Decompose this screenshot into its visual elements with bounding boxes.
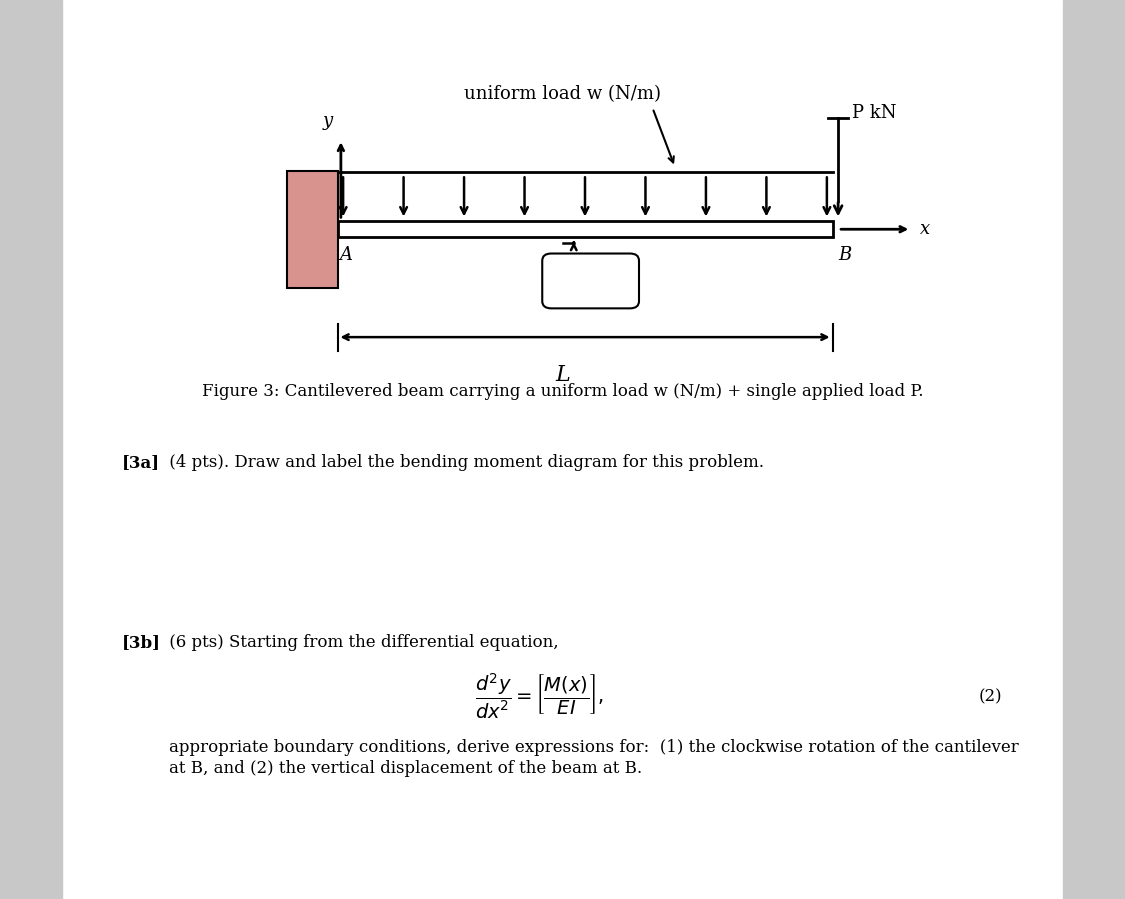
Text: (4 pts). Draw and label the bending moment diagram for this problem.: (4 pts). Draw and label the bending mome… [164,455,764,471]
Text: [3b]: [3b] [122,635,161,651]
Text: L: L [555,364,570,386]
Text: P kN: P kN [852,104,897,122]
Bar [0,0,62,899]
Text: (2): (2) [979,689,1002,705]
Text: uniform load w (N/m): uniform load w (N/m) [464,85,662,103]
FancyBboxPatch shape [542,254,639,308]
Text: Figure 3: Cantilevered beam carrying a uniform load w (N/m) + single applied loa: Figure 3: Cantilevered beam carrying a u… [201,383,924,399]
Text: (6 pts) Starting from the differential equation,: (6 pts) Starting from the differential e… [164,635,559,651]
Text: EI: EI [580,271,601,290]
Bar [287,171,338,288]
Bar [338,221,832,237]
Text: B: B [838,246,852,264]
Text: [3a]: [3a] [122,455,160,471]
Bar [1063,0,1125,899]
Text: y: y [323,112,333,130]
Text: appropriate boundary conditions, derive expressions for:  (1) the clockwise rota: appropriate boundary conditions, derive … [169,740,1018,756]
Text: x: x [920,220,930,238]
Text: at B, and (2) the vertical displacement of the beam at B.: at B, and (2) the vertical displacement … [169,761,642,777]
Text: $\dfrac{d^2y}{dx^2} = \left[\dfrac{M(x)}{EI}\right],$: $\dfrac{d^2y}{dx^2} = \left[\dfrac{M(x)}… [476,672,604,722]
Text: A: A [340,246,353,264]
